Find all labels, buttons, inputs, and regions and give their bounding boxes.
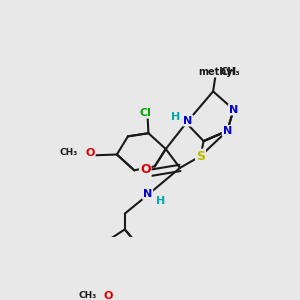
Text: H: H (156, 196, 165, 206)
Text: N: N (223, 126, 232, 136)
Text: O: O (140, 163, 151, 176)
Text: N: N (143, 189, 152, 199)
Text: S: S (196, 150, 205, 163)
Text: O: O (85, 148, 95, 158)
Text: Cl: Cl (139, 108, 151, 118)
Text: CH₃: CH₃ (59, 148, 77, 158)
Text: O: O (103, 291, 113, 300)
Text: N: N (183, 116, 193, 126)
Text: N: N (229, 104, 238, 115)
Text: H: H (171, 112, 180, 122)
Text: CH₃: CH₃ (78, 291, 96, 300)
Text: CH₃: CH₃ (220, 68, 240, 77)
Text: methyl: methyl (198, 67, 236, 77)
